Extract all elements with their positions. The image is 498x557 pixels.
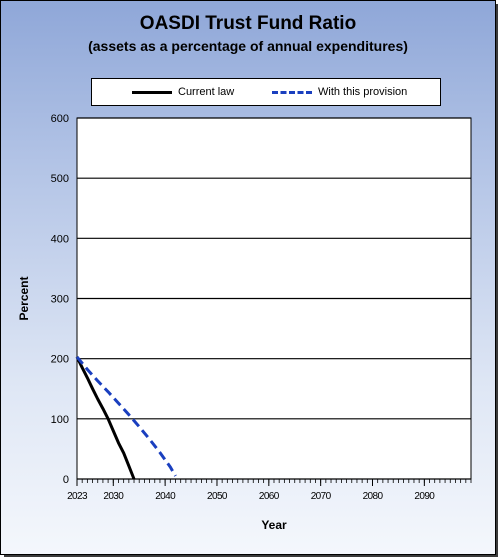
x-tick-label: 2040 <box>155 491 176 502</box>
y-axis-title: Percent <box>17 276 31 320</box>
y-tick-label: 200 <box>51 354 69 366</box>
legend-swatch-dashed-line <box>272 90 312 94</box>
x-tick-label: 2050 <box>207 491 228 502</box>
legend-swatch-solid-line <box>132 90 172 94</box>
y-tick-label: 600 <box>51 113 69 125</box>
x-tick-label: 2080 <box>363 491 384 502</box>
chart-title: OASDI Trust Fund Ratio <box>139 13 357 34</box>
y-tick-label: 300 <box>51 294 69 306</box>
legend-label-with-provision: With this provision <box>318 86 408 98</box>
y-tick-label: 400 <box>51 233 69 245</box>
x-tick-label: 2060 <box>259 491 280 502</box>
legend-item-current-law: Current law <box>132 79 234 105</box>
series-line-current-law <box>75 356 136 480</box>
x-tick-label: 2023 <box>67 491 88 502</box>
y-tick-label: 100 <box>51 414 69 426</box>
chart-subtitle: (assets as a percentage of annual expend… <box>88 38 408 54</box>
y-tick-label: 500 <box>51 173 69 185</box>
x-axis-title: Year <box>261 518 287 532</box>
x-tick-label: 2090 <box>414 491 435 502</box>
y-tick-label: 0 <box>63 474 69 486</box>
legend-item-with-provision: With this provision <box>272 79 407 105</box>
x-tick-label: 2070 <box>311 491 332 502</box>
legend-label-current-law: Current law <box>178 86 235 98</box>
chart-legend: Current law With this provision <box>91 78 441 106</box>
series-line-with-provision <box>75 355 177 477</box>
x-tick-label: 2030 <box>103 491 124 502</box>
